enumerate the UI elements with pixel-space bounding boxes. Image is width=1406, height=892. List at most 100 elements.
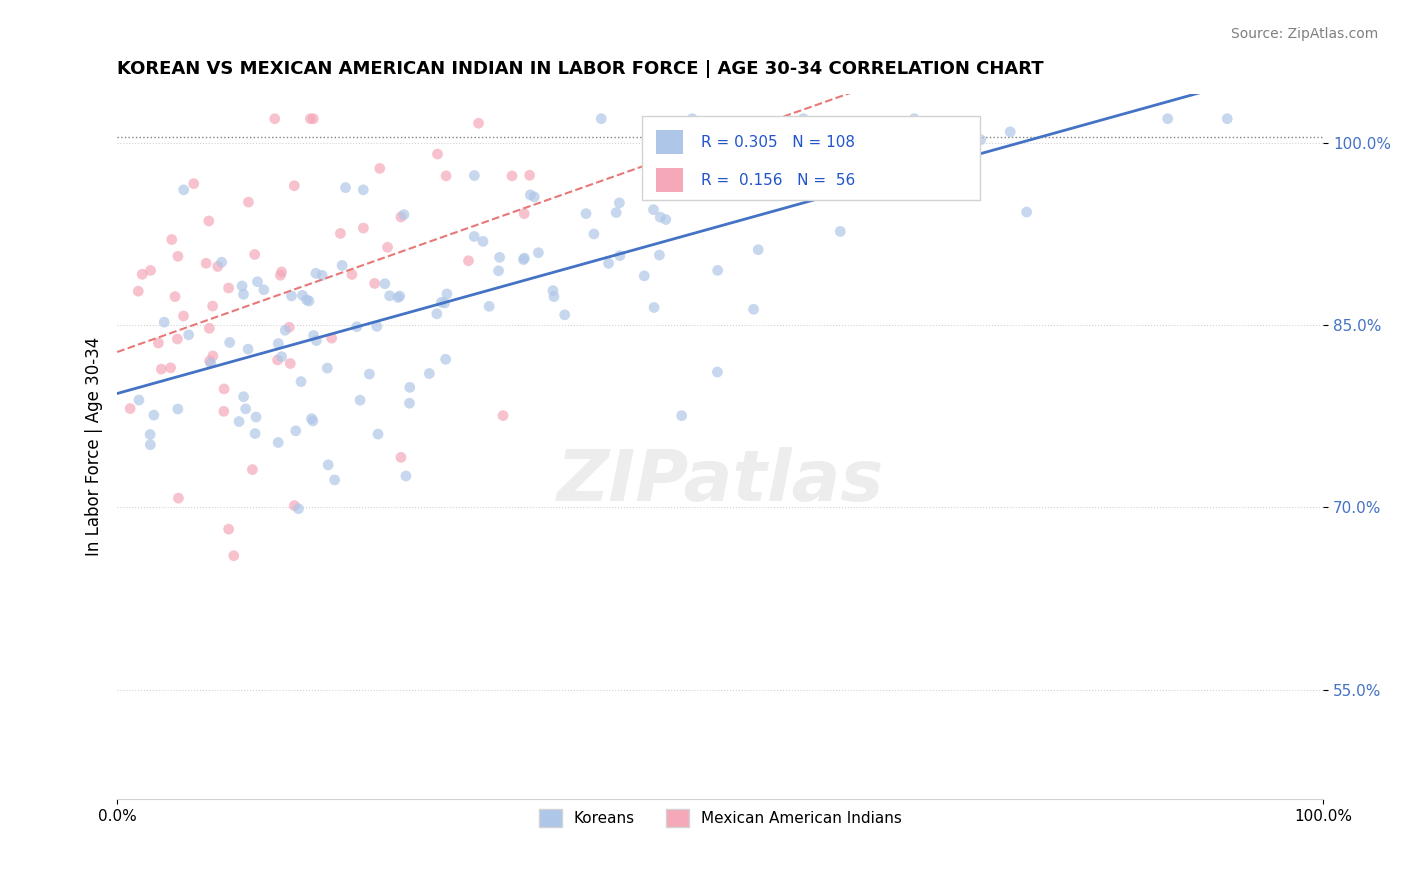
Koreans: [284, 424, 307, 438]
Koreans: [1015, 205, 1038, 219]
Koreans: [236, 342, 259, 356]
Koreans: [274, 323, 297, 337]
Mexican American Indians: [266, 353, 288, 368]
Koreans: [512, 252, 534, 267]
Mexican American Indians: [519, 168, 541, 182]
Koreans: [648, 248, 671, 262]
Koreans: [295, 293, 318, 307]
Mexican American Indians: [198, 214, 221, 228]
Koreans: [541, 284, 564, 298]
Koreans: [463, 169, 485, 183]
Mexican American Indians: [167, 249, 190, 263]
Mexican American Indians: [457, 253, 479, 268]
Koreans: [267, 336, 290, 351]
Koreans: [792, 112, 814, 126]
Mexican American Indians: [195, 256, 218, 270]
Koreans: [232, 287, 254, 301]
Koreans: [970, 133, 993, 147]
Koreans: [280, 289, 302, 303]
Koreans: [291, 288, 314, 302]
Koreans: [1216, 112, 1239, 126]
Mexican American Indians: [363, 277, 385, 291]
Mexican American Indians: [201, 299, 224, 313]
Koreans: [879, 169, 901, 184]
Mexican American Indians: [139, 263, 162, 277]
Koreans: [681, 112, 703, 126]
Mexican American Indians: [159, 360, 181, 375]
Koreans: [302, 414, 325, 428]
Koreans: [359, 367, 381, 381]
Koreans: [232, 390, 254, 404]
Mexican American Indians: [127, 284, 149, 298]
Koreans: [352, 183, 374, 197]
FancyBboxPatch shape: [657, 169, 683, 192]
Koreans: [717, 179, 740, 194]
Mexican American Indians: [278, 357, 301, 371]
Mexican American Indians: [131, 267, 153, 281]
Koreans: [681, 133, 703, 147]
Koreans: [598, 256, 620, 270]
Mexican American Indians: [222, 549, 245, 563]
Mexican American Indians: [160, 233, 183, 247]
Koreans: [270, 350, 292, 364]
Koreans: [575, 206, 598, 220]
Mexican American Indians: [263, 112, 285, 126]
Koreans: [582, 227, 605, 241]
Koreans: [367, 427, 389, 442]
Koreans: [650, 210, 672, 224]
Mexican American Indians: [212, 404, 235, 418]
Koreans: [609, 249, 631, 263]
FancyBboxPatch shape: [657, 130, 683, 153]
Koreans: [374, 277, 396, 291]
Koreans: [398, 396, 420, 410]
FancyBboxPatch shape: [641, 116, 980, 200]
Koreans: [554, 308, 576, 322]
Mexican American Indians: [389, 450, 412, 465]
Mexican American Indians: [467, 116, 489, 130]
Koreans: [706, 365, 728, 379]
Mexican American Indians: [368, 161, 391, 176]
Koreans: [128, 392, 150, 407]
Text: R =  0.156   N =  56: R = 0.156 N = 56: [702, 173, 855, 188]
Koreans: [426, 307, 449, 321]
Koreans: [228, 415, 250, 429]
Text: Source: ZipAtlas.com: Source: ZipAtlas.com: [1230, 27, 1378, 41]
Legend: Koreans, Mexican American Indians: Koreans, Mexican American Indians: [533, 803, 908, 833]
Koreans: [243, 426, 266, 441]
Mexican American Indians: [218, 522, 240, 536]
Mexican American Indians: [148, 336, 170, 351]
Mexican American Indians: [183, 177, 205, 191]
Mexican American Indians: [492, 409, 515, 423]
Koreans: [253, 283, 276, 297]
Text: KOREAN VS MEXICAN AMERICAN INDIAN IN LABOR FORCE | AGE 30-34 CORRELATION CHART: KOREAN VS MEXICAN AMERICAN INDIAN IN LAB…: [117, 60, 1043, 78]
Mexican American Indians: [278, 320, 301, 334]
Koreans: [742, 302, 765, 317]
Koreans: [418, 367, 440, 381]
Y-axis label: In Labor Force | Age 30-34: In Labor Force | Age 30-34: [86, 337, 103, 557]
Koreans: [246, 275, 269, 289]
Koreans: [671, 409, 693, 423]
Mexican American Indians: [302, 112, 325, 126]
Text: R = 0.305   N = 108: R = 0.305 N = 108: [702, 135, 855, 150]
Koreans: [430, 295, 453, 310]
Mexican American Indians: [198, 354, 221, 368]
Koreans: [316, 361, 339, 376]
Koreans: [643, 301, 665, 315]
Koreans: [392, 208, 415, 222]
Text: ZIPatlas: ZIPatlas: [557, 448, 884, 516]
Koreans: [302, 328, 325, 343]
Koreans: [316, 458, 339, 472]
Koreans: [395, 469, 418, 483]
Mexican American Indians: [501, 169, 523, 183]
Koreans: [139, 427, 162, 442]
Koreans: [706, 263, 728, 277]
Mexican American Indians: [120, 401, 142, 416]
Koreans: [235, 401, 257, 416]
Koreans: [830, 224, 852, 238]
Koreans: [218, 335, 240, 350]
Koreans: [349, 393, 371, 408]
Koreans: [298, 293, 321, 308]
Koreans: [433, 296, 456, 310]
Koreans: [267, 435, 290, 450]
Koreans: [177, 327, 200, 342]
